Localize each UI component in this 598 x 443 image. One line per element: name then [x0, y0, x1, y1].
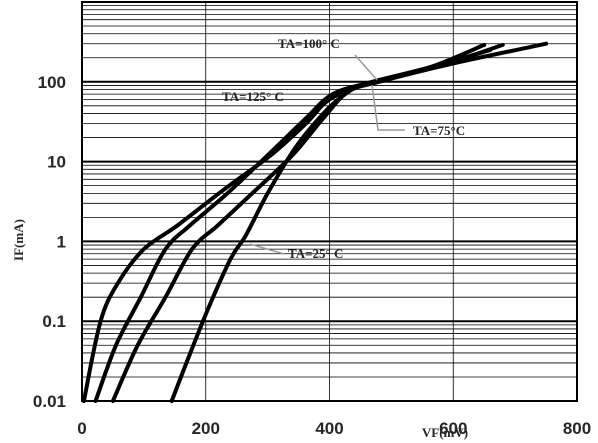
series-line-25c [169, 48, 493, 403]
tick-labels: 0.01 0.1 1 10 100 0 200 400 600 800 [33, 73, 591, 438]
x-axis-title: VF(mV) [422, 425, 468, 440]
x-tick-label: 400 [315, 419, 343, 438]
y-tick-label: 0.1 [42, 312, 66, 331]
annotation-label: TA=100° C [278, 36, 340, 51]
plot-frame [81, 1, 578, 402]
grid [82, 2, 577, 402]
annotations: TA=100° C TA=125° C TA=75°C TA=25° C [222, 36, 465, 261]
y-tick-label: 1 [57, 232, 66, 251]
y-axis-title: IF(mA) [11, 219, 26, 261]
annotation-leader-line [249, 243, 285, 255]
annotation-label: TA=75°C [413, 123, 465, 138]
annotation-leader-line [371, 84, 405, 131]
series-lines [81, 41, 549, 403]
annotation-label: TA=25° C [288, 246, 343, 261]
y-tick-label: 10 [47, 153, 66, 172]
y-tick-label: 0.01 [33, 392, 66, 411]
x-tick-label: 600 [439, 419, 467, 438]
series-line-125c [81, 42, 487, 403]
y-tick-label: 100 [38, 73, 66, 92]
annotation-label: TA=125° C [222, 89, 284, 104]
x-tick-label: 800 [563, 419, 591, 438]
x-tick-label: 0 [77, 419, 86, 438]
annotation-leader-line [354, 54, 378, 81]
x-tick-label: 200 [192, 419, 220, 438]
series-line-100c [93, 42, 505, 403]
